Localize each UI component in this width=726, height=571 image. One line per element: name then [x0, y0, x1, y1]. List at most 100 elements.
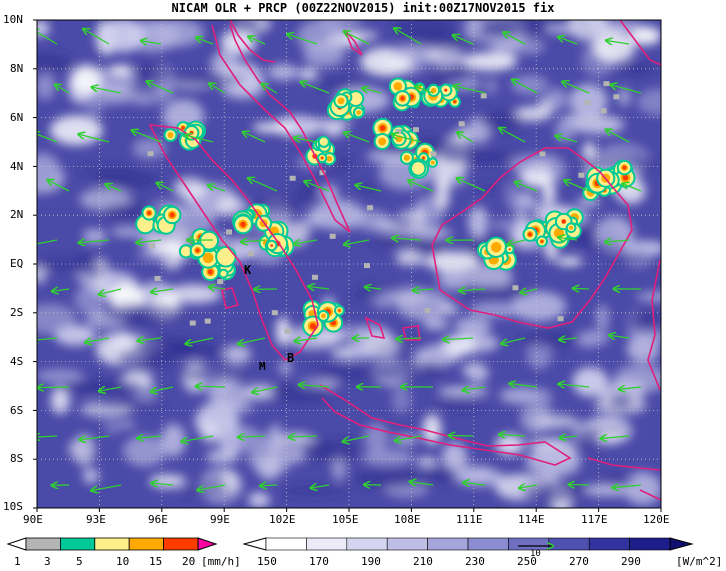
- clear-sky-patch: [295, 181, 318, 202]
- precip-tick: 15: [149, 555, 163, 568]
- cloud-patch: [54, 401, 73, 410]
- olr-over-arrow: [669, 537, 694, 551]
- sulawesi-coast: [647, 259, 661, 391]
- wind-arrow: [609, 335, 630, 338]
- precip-cell: [393, 82, 403, 91]
- light-precip: [424, 308, 431, 314]
- precip-cell: [403, 154, 410, 161]
- wind-arrow: [510, 383, 538, 387]
- wind-arrow: [512, 80, 538, 94]
- wind-arrow: [413, 289, 434, 290]
- cloud-patch: [423, 318, 450, 330]
- cloud-patch: [278, 360, 292, 375]
- wind-arrow: [151, 289, 174, 292]
- wind-arrow: [559, 384, 590, 387]
- cloud-patch: [116, 420, 136, 429]
- wind-arrow: [611, 85, 642, 94]
- light-precip: [217, 279, 224, 285]
- wind-arrow: [564, 180, 590, 192]
- marker-b: B: [287, 351, 294, 365]
- wind-arrow: [520, 289, 538, 293]
- precip-cell: [321, 156, 324, 160]
- wind-arrow: [504, 32, 526, 45]
- wind-arrow: [80, 436, 110, 440]
- cloud-patch: [515, 192, 535, 205]
- cloud-patch: [525, 446, 582, 478]
- wind-arrow: [344, 239, 370, 245]
- wind-arrow: [79, 240, 110, 243]
- clear-sky-patch: [177, 488, 240, 496]
- cloud-patch: [435, 175, 450, 211]
- clear-sky-patch: [268, 382, 332, 404]
- olr-tick: 210: [413, 555, 433, 568]
- precip-cell: [169, 212, 175, 218]
- clear-sky-patch: [480, 110, 523, 132]
- wind-arrow: [457, 132, 474, 143]
- clear-sky-patch: [37, 258, 78, 270]
- wind-arrow: [137, 436, 162, 438]
- cloud-patch: [248, 492, 270, 508]
- wind-arrow: [344, 133, 370, 143]
- map-title: NICAM OLR + PRCP (00Z22NOV2015) init:00Z…: [171, 1, 555, 15]
- clear-sky-patch: [476, 184, 504, 191]
- precip-cell: [453, 100, 457, 104]
- precip-cell: [202, 252, 214, 264]
- cloud-patch: [352, 210, 390, 231]
- wind-arrow: [457, 178, 486, 192]
- wind-arrow: [289, 436, 318, 437]
- olr-tick: 150: [257, 555, 277, 568]
- cloud-patch: [437, 387, 489, 396]
- wind-arrow: [301, 82, 330, 94]
- precip-cell: [430, 87, 437, 94]
- lat-label: 10S: [3, 500, 23, 513]
- cloud-patch: [132, 137, 167, 160]
- wind-arrow: [147, 81, 174, 94]
- wind-arrow: [605, 240, 630, 242]
- cloud-patch: [422, 414, 442, 445]
- clear-sky-patch: [435, 67, 472, 76]
- cloud-patch: [467, 364, 489, 383]
- wind-arrow: [99, 387, 122, 391]
- wind-arrow: [196, 38, 214, 45]
- lon-label: 117E: [581, 513, 608, 526]
- clear-sky-patch: [72, 264, 107, 277]
- wind-arrow: [362, 88, 382, 94]
- wind-arrow: [52, 289, 70, 291]
- precip-cell: [337, 97, 345, 105]
- cloud-patch: [82, 468, 99, 484]
- axis-ticks: [33, 19, 662, 512]
- wind-arrow: [515, 182, 538, 192]
- wind-arrow: [262, 84, 278, 94]
- cloud-patch: [37, 264, 47, 284]
- precip-cell: [189, 130, 194, 135]
- clear-sky-patch: [231, 20, 260, 33]
- clear-sky-patch: [106, 303, 184, 325]
- nias-island: [221, 287, 240, 309]
- cloud-patch: [94, 269, 125, 288]
- wind-arrow: [606, 41, 630, 44]
- cloud-patch: [252, 122, 297, 133]
- wind-arrow: [85, 337, 110, 342]
- wind-arrow: [558, 237, 578, 240]
- vector-ref-value: 10: [530, 549, 541, 559]
- precip-cell: [622, 174, 629, 181]
- wind-arrow: [392, 238, 422, 240]
- malay-peninsula-coast: [211, 24, 351, 233]
- wind-arrow: [415, 87, 434, 94]
- wind-arrow: [601, 436, 630, 438]
- bangka-island: [364, 316, 386, 340]
- cloud-patch: [412, 209, 426, 221]
- precip-cell: [411, 162, 425, 175]
- cloud-patch: [37, 368, 84, 383]
- lon-label: 102E: [269, 513, 296, 526]
- cloud-patch: [437, 270, 473, 290]
- precip-cell: [321, 313, 326, 319]
- cloud-patch: [99, 20, 146, 53]
- light-precip: [600, 108, 607, 114]
- wind-arrow: [209, 84, 226, 94]
- clear-sky-patch: [609, 392, 634, 410]
- lat-label: 10N: [3, 13, 23, 26]
- clear-sky-patch: [352, 289, 384, 300]
- clear-sky-patch: [431, 401, 486, 410]
- light-precip: [395, 129, 402, 135]
